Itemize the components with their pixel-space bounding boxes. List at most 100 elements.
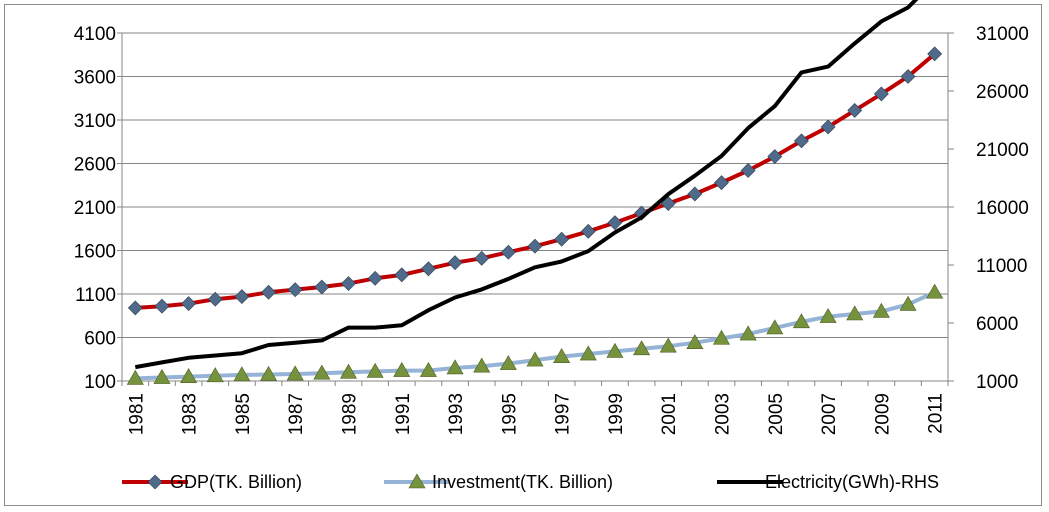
investment-data-point [606,342,624,358]
y-tick-label: 100 [84,372,116,393]
gdp-data-point [660,196,676,211]
y-tick-label: 4100 [74,24,116,45]
investment-data-point [792,313,810,329]
investment-data-point [899,295,917,311]
investment-data-point [366,362,384,378]
x-tick-label: 2009 [872,393,893,435]
gdp-data-point [261,284,276,300]
y2-tick-label: 1000 [976,372,1018,393]
gdp-data-point [234,289,250,305]
investment-data-point [126,369,144,385]
investment-data-point [233,366,251,382]
legend-electricity-label: Electricity(GWh)-RHS [765,472,939,492]
investment-data-point [686,334,704,350]
y-tick-label: 600 [84,329,116,350]
investment-data-point [446,359,464,375]
y-tick-label: 1100 [75,285,116,306]
x-tick-label: 2005 [766,393,787,435]
investment-data-point [553,348,571,363]
investment-data-point [579,345,597,361]
x-tick-label: 1989 [339,393,360,435]
x-tick-label: 2011 [926,393,947,434]
chart-frame [4,4,1042,506]
investment-data-point [819,308,837,323]
y-tick-label: 3100 [74,111,116,132]
investment-data-point [473,357,491,373]
gdp-data-point [767,149,783,164]
gdp-data-point [500,244,516,260]
investment-data-point [526,351,544,367]
x-tick-label: 2003 [713,393,734,435]
x-tick-label: 1987 [286,393,307,435]
gdp-data-point [314,279,330,295]
x-tick-label: 1985 [233,393,254,435]
y-tick-label: 3600 [74,68,116,89]
y2-tick-label: 6000 [976,314,1018,335]
investment-data-point [260,365,278,381]
gdp-data-point [447,255,463,271]
y-tick-label: 1600 [74,242,116,263]
investment-data-point [180,368,198,383]
gdp-data-point [181,296,197,311]
gdp-data-point [341,276,356,291]
y-tick-label: 2600 [74,155,116,176]
gdp-data-point [820,119,836,135]
investment-data-point [286,365,304,381]
gdp-data-point [580,223,596,239]
x-tick-label: 1981 [126,393,147,435]
gdp-data-point [847,103,863,118]
y2-tick-label: 11000 [976,256,1027,277]
gdp-data-point [714,175,729,191]
investment-data-point [712,329,731,345]
gdp-data-point [607,215,623,231]
x-tick-label: 1993 [446,393,467,435]
y2-tick-label: 31000 [976,24,1029,45]
electricity-series-line [134,0,919,370]
gdp-data-point [527,238,543,254]
legend-investment-marker [408,473,426,489]
legend-gdp-label: GDP(TK. Billion) [170,472,302,492]
investment-data-point [633,340,651,356]
gdp-data-point [127,300,143,316]
gdp-data-point [367,270,383,286]
gdp-series-line [135,52,936,310]
gdp-data-point [154,298,170,314]
investment-data-point [499,354,517,370]
x-tick-label: 2001 [659,393,680,435]
gdp-data-point [900,69,916,84]
investment-data-point [926,283,944,299]
x-tick-label: 1997 [553,393,574,435]
investment-data-point [766,319,784,335]
legend-gdp-marker [147,474,163,490]
y-tick-label: 2100 [74,198,116,219]
gdp-data-point [927,46,943,62]
gdp-data-point [394,267,410,283]
x-tick-label: 1999 [606,393,627,435]
investment-data-point [153,368,171,384]
x-tick-label: 2007 [819,393,840,435]
x-tick-label: 1991 [393,393,414,435]
gdp-data-point [873,86,889,102]
x-tick-label: 1983 [180,393,201,435]
investment-data-point [206,367,224,383]
y2-tick-label: 16000 [976,198,1029,219]
gdp-data-point [687,186,703,202]
investment-data-point [659,337,677,353]
gdp-data-point [207,291,223,307]
y2-tick-label: 21000 [976,140,1029,161]
investment-data-point [419,361,437,377]
gdp-data-point [420,261,436,277]
investment-data-point [313,364,331,380]
gdp-data-point [287,282,303,298]
gdp-data-point [474,250,490,266]
investment-data-point [339,363,358,379]
gdp-data-point [554,231,570,247]
legend-investment-label: Investment(TK. Billion) [432,472,613,492]
gdp-data-point [740,163,756,178]
investment-data-point [872,302,890,318]
investment-data-point [846,305,864,321]
gdp-data-point [794,133,809,149]
investment-data-point [393,361,411,377]
y2-tick-label: 26000 [976,82,1029,103]
